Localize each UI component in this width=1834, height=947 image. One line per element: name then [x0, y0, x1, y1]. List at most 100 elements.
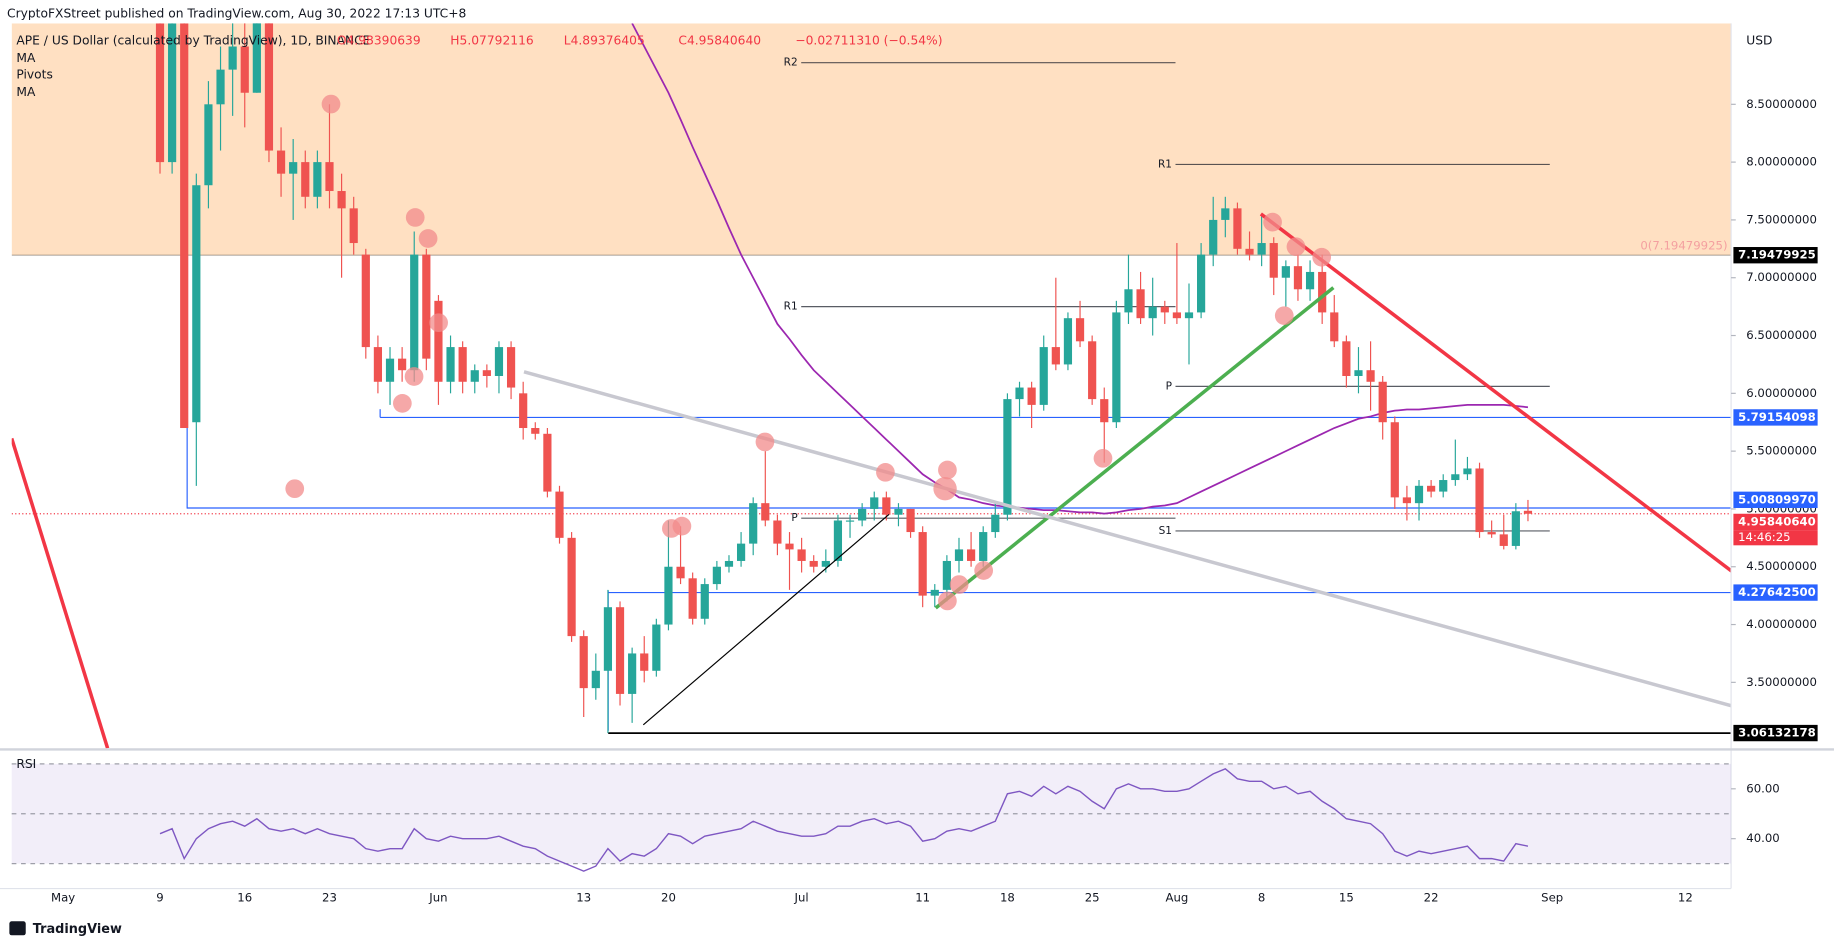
candle-body [991, 514, 1000, 533]
candle-body [1063, 318, 1073, 365]
y-tick-label: 6.50000000 [1746, 328, 1817, 342]
candle-body [979, 532, 988, 561]
candle-body [1233, 208, 1242, 249]
candle-body [628, 653, 637, 694]
marker [285, 479, 305, 499]
candle-body [1221, 208, 1230, 220]
indicator: Pivots [16, 67, 53, 81]
candle-body [688, 578, 697, 619]
marker [1093, 448, 1113, 468]
candle-body [1511, 511, 1520, 546]
ohlc-open: O4.98390639 [337, 33, 421, 47]
candle-body [446, 347, 455, 382]
candle-body [870, 497, 879, 509]
candle-body [325, 162, 334, 192]
marker [429, 313, 448, 333]
marker [876, 462, 895, 482]
candle-body [712, 566, 721, 585]
candle-body [700, 584, 709, 619]
candle-body [301, 162, 310, 197]
trend-line [934, 286, 1335, 610]
candle-body [349, 208, 358, 244]
marker [393, 393, 412, 413]
candle-body [422, 254, 431, 359]
marker [1286, 237, 1306, 257]
zone-layer: 0(7.19479925) [11, 23, 1732, 256]
candle-body [506, 347, 516, 388]
ohlc-high: H5.07792116 [450, 33, 534, 47]
candle-body [591, 670, 600, 689]
price-pane: R2 R1 R1 P P S1 [11, 23, 1732, 734]
candle-body [228, 46, 237, 70]
rsi-tick-label: 60.00 [1746, 781, 1779, 795]
candle-body [519, 393, 528, 429]
candle-body [458, 347, 467, 382]
rsi-line [159, 768, 1529, 872]
change: −0.02711310 (−0.54%) [795, 33, 942, 47]
marker [404, 367, 424, 386]
price-tag [1733, 513, 1818, 531]
brand[interactable]: TradingView [33, 922, 122, 937]
candle-body [1112, 312, 1121, 423]
rsi-pane [11, 763, 1732, 872]
x-tick-label: 22 [1424, 890, 1439, 904]
candle-body [664, 566, 673, 625]
candle-body [1390, 422, 1399, 498]
candle-body [1523, 510, 1533, 514]
countdown: 14:46:25 [1738, 530, 1791, 544]
candle-body [337, 191, 346, 209]
x-tick-label: Aug [1165, 890, 1188, 904]
candle-body [252, 23, 261, 93]
resistance-zone [11, 23, 1732, 256]
logo [9, 921, 26, 936]
candle-body [1402, 497, 1411, 504]
candle-body [1487, 532, 1496, 535]
y-tick-label: 7.00000000 [1746, 270, 1817, 284]
candle-body [1439, 480, 1448, 492]
pivot-label: P [791, 512, 797, 524]
candle-body [192, 185, 201, 423]
candle-body [470, 370, 479, 382]
candle-body [1463, 468, 1472, 475]
price-tag [1733, 491, 1818, 509]
candle-body [240, 46, 249, 93]
candle-body [640, 653, 649, 671]
y-tick-label: 6.00000000 [1746, 386, 1817, 400]
marker [1274, 306, 1294, 326]
trend-line [11, 437, 110, 749]
marker [405, 208, 425, 227]
candle-body [845, 520, 855, 522]
x-tick-label: 9 [156, 890, 163, 904]
candle-body [1027, 387, 1036, 405]
candle-body [1197, 254, 1206, 313]
candle-body [676, 566, 685, 579]
x-tick-label: Sep [1541, 890, 1563, 904]
candle-body [434, 300, 443, 382]
candle-body [1039, 347, 1048, 405]
candle-body [809, 560, 818, 567]
x-tick-label: 8 [1258, 890, 1265, 904]
y-tick-label: 4.00000000 [1746, 617, 1817, 631]
candle-body [216, 69, 225, 105]
footer: TradingView [9, 921, 122, 937]
candle-body [276, 150, 286, 174]
price-tag [1733, 724, 1818, 742]
pivot-label: R1 [1158, 158, 1172, 170]
marker [418, 229, 438, 248]
trend-line [523, 370, 1732, 708]
symbol: APE / US Dollar (calculated by TradingVi… [16, 33, 370, 47]
candle-body [797, 549, 806, 561]
candle-body [1427, 485, 1436, 492]
candle-body [773, 520, 782, 544]
candle-body [603, 607, 613, 671]
candle-body [1414, 485, 1424, 504]
candle-body [1305, 271, 1315, 290]
candle-body [1136, 289, 1145, 319]
pivot-label: S1 [1159, 525, 1172, 537]
x-tick-label: 23 [322, 890, 337, 904]
candle-body [1354, 370, 1363, 376]
header: CryptoFXStreet published on TradingView.… [7, 7, 1772, 772]
marker [672, 516, 692, 536]
pivot-label: P [1166, 380, 1172, 392]
y-tick-label: 5.50000000 [1746, 444, 1817, 458]
